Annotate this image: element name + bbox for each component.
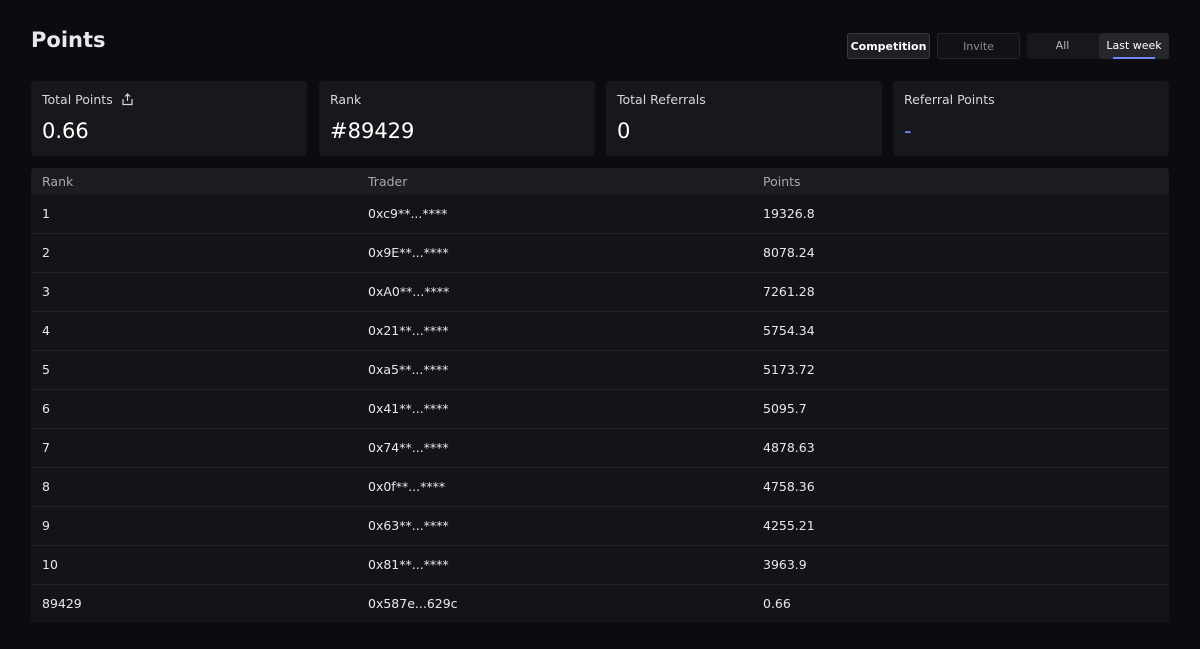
table-row: 89429 0x587e...629c 0.66 [31, 584, 1169, 623]
table-row: 4 0x21**...**** 5754.34 [31, 311, 1169, 350]
card-label: Referral Points [904, 92, 995, 107]
column-header: Rank [42, 174, 74, 189]
table-cell: 1 [42, 206, 50, 221]
table-cell: 2 [42, 245, 50, 260]
table-cell: 4758.36 [763, 479, 815, 494]
card-label: Rank [330, 92, 361, 107]
table-cell: 0x81**...**** [368, 557, 449, 572]
column-header: Points [763, 174, 801, 189]
table-cell: 8 [42, 479, 50, 494]
table-cell: 5 [42, 362, 50, 377]
stat-card: Referral Points - [893, 81, 1169, 156]
table-cell: 7 [42, 440, 50, 455]
card-value: #89429 [330, 119, 415, 143]
table-row: 9 0x63**...**** 4255.21 [31, 506, 1169, 545]
tab-button[interactable]: Invite [937, 33, 1020, 59]
period-filter: All Last week [1027, 33, 1169, 59]
table-cell: 10 [42, 557, 58, 572]
card-value: 0.66 [42, 119, 89, 143]
card-value: - [904, 119, 912, 143]
card-label: Total Points [42, 92, 134, 107]
table-cell: 5095.7 [763, 401, 807, 416]
table-cell: 6 [42, 401, 50, 416]
table-cell: 0x587e...629c [368, 596, 458, 611]
table-cell: 7261.28 [763, 284, 815, 299]
table-cell: 0x41**...**** [368, 401, 449, 416]
table-row: 5 0xa5**...**** 5173.72 [31, 350, 1169, 389]
filter-button[interactable]: Last week [1099, 33, 1169, 59]
table-cell: 0xA0**...**** [368, 284, 450, 299]
tab-button[interactable]: Competition [847, 33, 930, 59]
table-cell: 8078.24 [763, 245, 815, 260]
table-row: 7 0x74**...**** 4878.63 [31, 428, 1169, 467]
label-text: Total Points [42, 92, 113, 107]
stat-card: Rank #89429 [319, 81, 595, 156]
table-row: 6 0x41**...**** 5095.7 [31, 389, 1169, 428]
table-cell: 0.66 [763, 596, 791, 611]
table-cell: 9 [42, 518, 50, 533]
stat-card: Total Points 0.66 [31, 81, 307, 156]
card-value: 0 [617, 119, 631, 143]
share-icon[interactable] [121, 93, 134, 106]
table-cell: 0x9E**...**** [368, 245, 449, 260]
table-cell: 4878.63 [763, 440, 815, 455]
table-cell: 4 [42, 323, 50, 338]
table-cell: 4255.21 [763, 518, 815, 533]
filter-button[interactable]: All [1055, 39, 1070, 52]
table-row: 10 0x81**...**** 3963.9 [31, 545, 1169, 584]
column-header: Trader [368, 174, 408, 189]
page-title: Points [31, 28, 106, 52]
table-cell: 0x74**...**** [368, 440, 449, 455]
table-cell: 0x0f**...**** [368, 479, 446, 494]
leaderboard-table: Rank Trader Points 1 0xc9**...**** 19326.8 2 0x… [31, 168, 1169, 623]
table-cell: 3963.9 [763, 557, 807, 572]
table-row: 1 0xc9**...**** 19326.8 [31, 195, 1169, 233]
label-text: Rank [330, 92, 362, 107]
table-row: 8 0x0f**...**** 4758.36 [31, 467, 1169, 506]
table-cell: 0xa5**...**** [368, 362, 449, 377]
table-row: 3 0xA0**...**** 7261.28 [31, 272, 1169, 311]
table-cell: 5754.34 [763, 323, 815, 338]
stat-card: Total Referrals 0 [606, 81, 882, 156]
table-cell: 5173.72 [763, 362, 815, 377]
table-cell: 0x21**...**** [368, 323, 449, 338]
card-label: Total Referrals [617, 92, 706, 107]
table-cell: 19326.8 [763, 206, 815, 221]
table-cell: 89429 [42, 596, 82, 611]
label-text: Referral Points [904, 92, 995, 107]
table-cell: 0xc9**...**** [368, 206, 448, 221]
label-text: Total Referrals [617, 92, 706, 107]
table-row: 2 0x9E**...**** 8078.24 [31, 233, 1169, 272]
table-cell: 0x63**...**** [368, 518, 449, 533]
table-cell: 3 [42, 284, 50, 299]
table-header: Rank Trader Points [31, 168, 1169, 195]
